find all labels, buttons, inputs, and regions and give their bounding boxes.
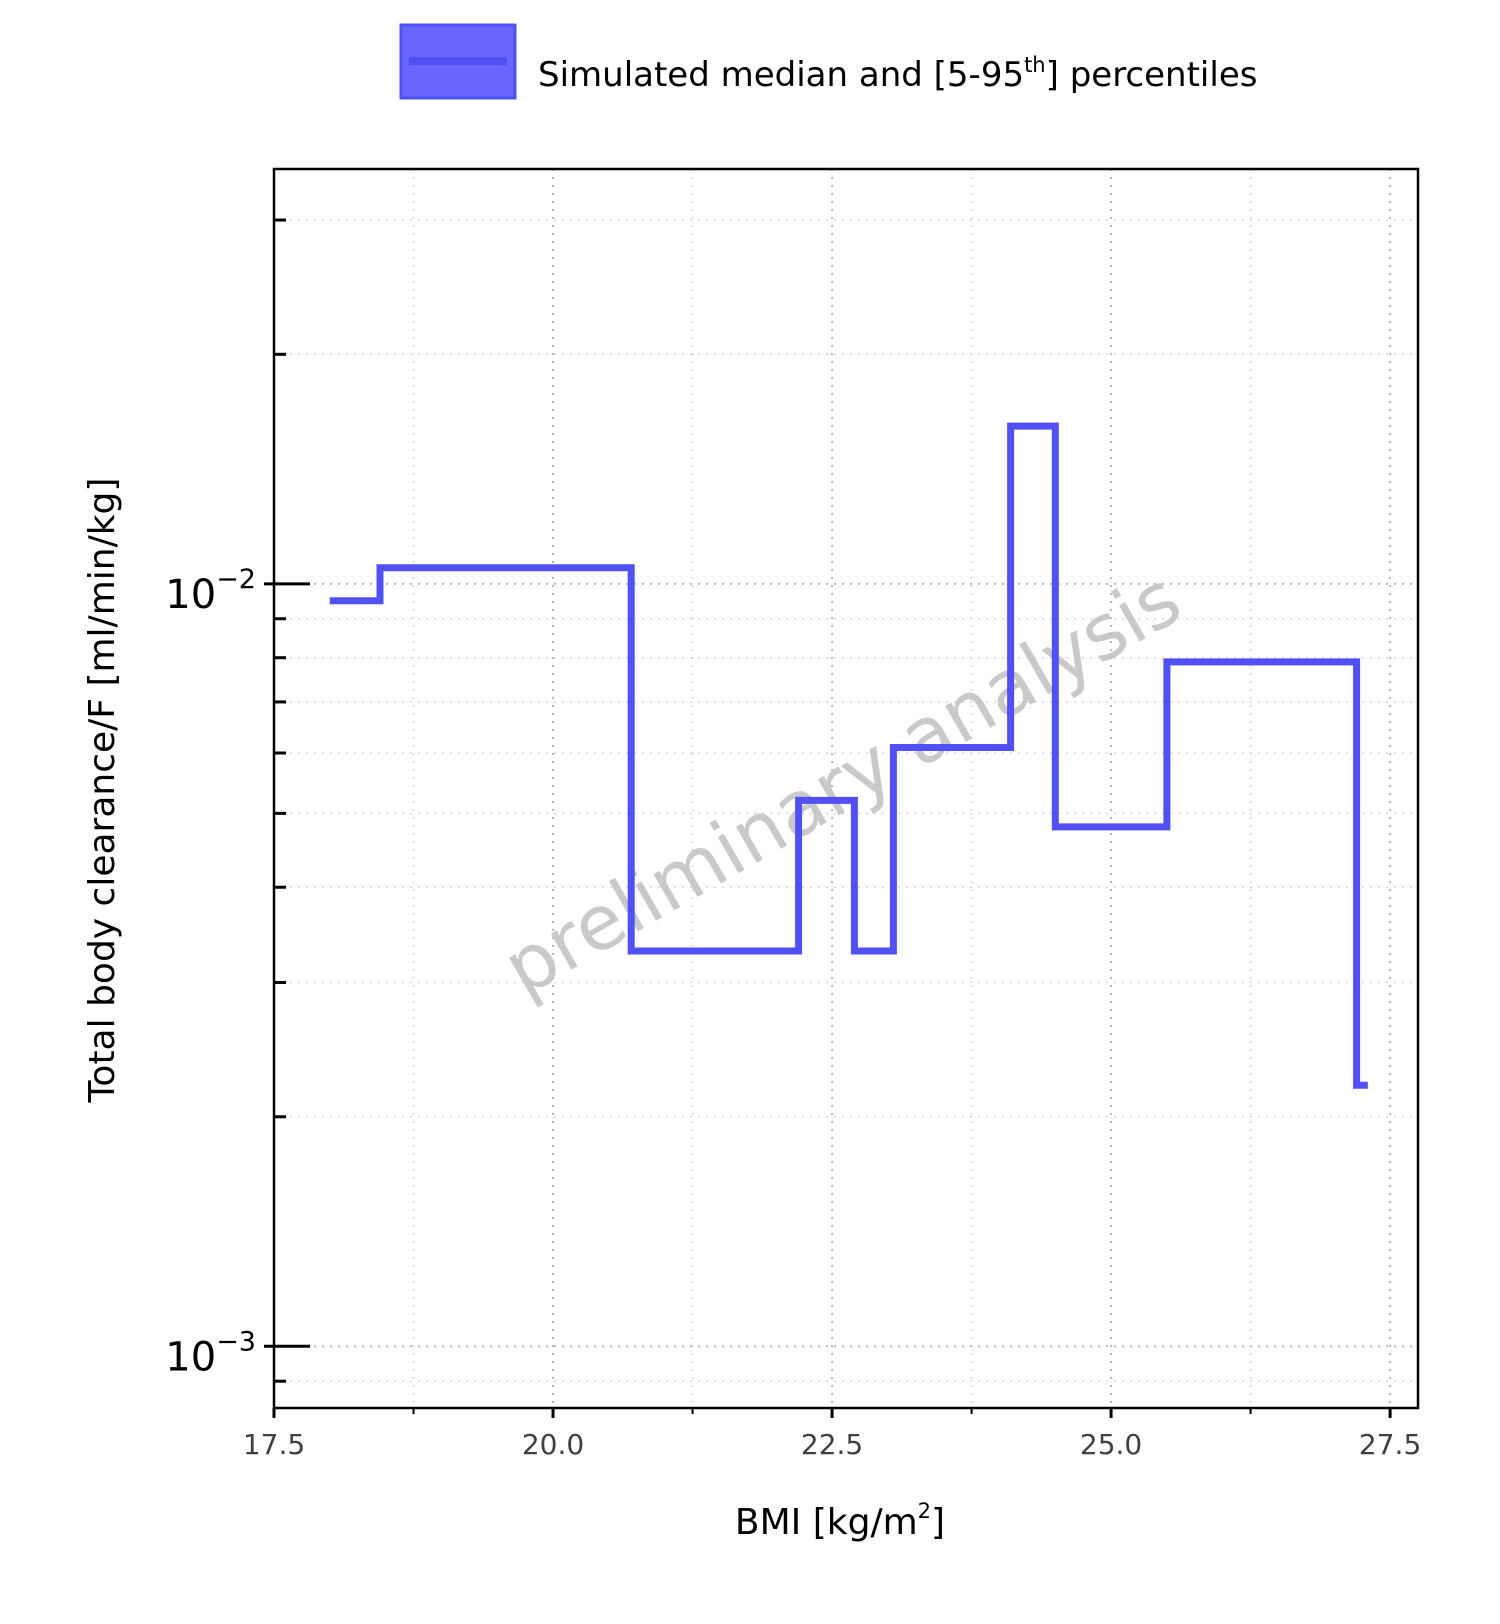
legend-entry: Simulated median and [5-95th] percentile… [538, 53, 1257, 95]
watermark-layer: preliminary analysis [488, 553, 1195, 1012]
x-tick-label: 17.5 [243, 1428, 305, 1461]
x-tick-label: 22.5 [801, 1428, 863, 1461]
legend-entry-end: ] percentiles [1046, 55, 1258, 95]
x-axis-label-end: ] [931, 1502, 945, 1543]
y-tick-label-exponent: −2 [216, 564, 256, 595]
y-tick-label-base: 10 [165, 1334, 216, 1380]
plot-frame [272, 167, 1420, 1410]
y-tick-label: 10−3 [165, 1326, 256, 1380]
axis-ticks [264, 218, 1392, 1418]
x-axis-label-sup: 2 [918, 1499, 931, 1523]
legend-entry-main: Simulated median and [5-95 [538, 55, 1024, 95]
x-tick-label: 20.0 [522, 1428, 584, 1461]
y-axis-label: Total body clearance/F [ml/min/kg] [82, 478, 123, 1104]
y-tick-label-base: 10 [165, 572, 216, 618]
x-axis-label-main: BMI [kg/m [735, 1502, 918, 1543]
x-axis-label: BMI [kg/m2] [735, 1499, 945, 1543]
series-median-line [329, 422, 1368, 1089]
x-tick-label: 25.0 [1080, 1428, 1142, 1461]
series-layer [329, 422, 1368, 1089]
watermark: preliminary analysis [488, 553, 1195, 1012]
legend-entry-sup: th [1024, 53, 1046, 77]
x-tick-label: 27.5 [1359, 1428, 1421, 1461]
y-tick-label: 10−2 [165, 564, 256, 618]
legend: Simulated median and [5-95th] percentile… [399, 23, 1257, 100]
grid-lines [273, 169, 1418, 1408]
tick-labels: 17.5 20.0 22.5 25.0 27.510−210−3 [165, 564, 1421, 1461]
y-tick-label-exponent: −3 [216, 1326, 256, 1357]
